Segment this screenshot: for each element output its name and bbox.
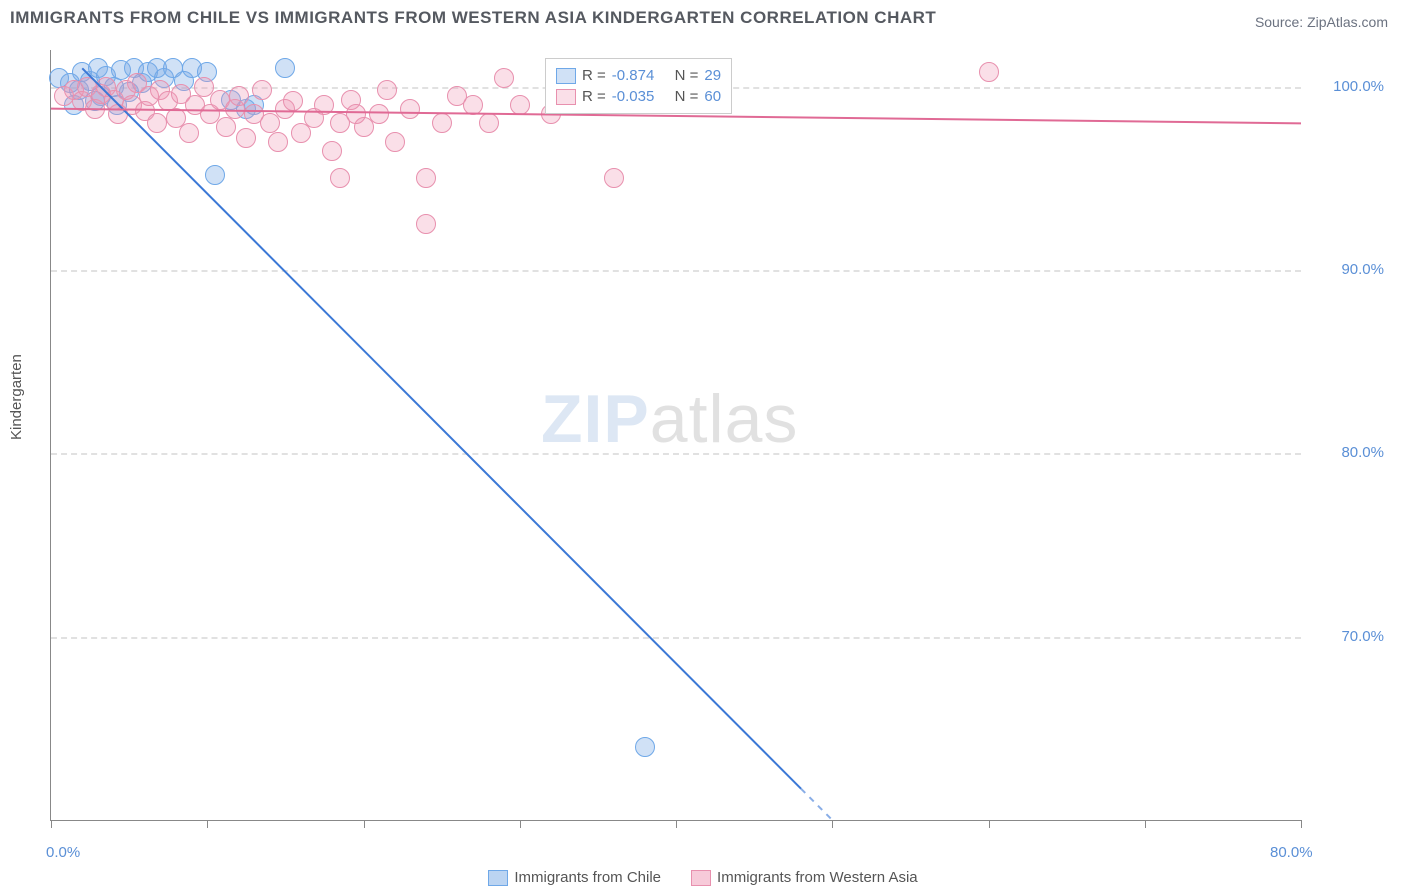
correlation-legend: R = -0.874 N = 29R = -0.035 N = 60 [545, 58, 732, 114]
scatter-point [229, 86, 249, 106]
scatter-point [268, 132, 288, 152]
gridline [51, 270, 1301, 272]
scatter-point [236, 128, 256, 148]
watermark-zip: ZIP [541, 381, 650, 457]
scatter-point [385, 132, 405, 152]
scatter-point [346, 104, 366, 124]
scatter-plot-area: ZIPatlas [50, 50, 1301, 821]
scatter-point [260, 113, 280, 133]
x-tick [1301, 820, 1302, 828]
legend-row: R = -0.874 N = 29 [556, 65, 721, 86]
scatter-point [432, 113, 452, 133]
scatter-point [252, 80, 272, 100]
x-tick [676, 820, 677, 828]
regression-lines-layer [51, 50, 1301, 820]
gridline [51, 637, 1301, 639]
scatter-point [275, 58, 295, 78]
scatter-point [416, 168, 436, 188]
scatter-point [979, 62, 999, 82]
x-tick [520, 820, 521, 828]
x-tick [51, 820, 52, 828]
x-tick [364, 820, 365, 828]
scatter-point [205, 165, 225, 185]
x-tick [832, 820, 833, 828]
x-tick [989, 820, 990, 828]
scatter-point [479, 113, 499, 133]
scatter-point [400, 99, 420, 119]
scatter-point [314, 95, 334, 115]
y-tick-label: 80.0% [1314, 444, 1384, 461]
y-tick-label: 70.0% [1314, 628, 1384, 645]
source-attribution: Source: ZipAtlas.com [1255, 14, 1388, 30]
legend-row: R = -0.035 N = 60 [556, 86, 721, 107]
gridline [51, 453, 1301, 455]
scatter-point [216, 117, 236, 137]
scatter-point [322, 141, 342, 161]
scatter-point [147, 113, 167, 133]
x-tick-label-right: 80.0% [1270, 844, 1313, 861]
scatter-point [447, 86, 467, 106]
scatter-point [330, 168, 350, 188]
scatter-point [494, 68, 514, 88]
scatter-point [416, 214, 436, 234]
scatter-point [283, 91, 303, 111]
scatter-point [635, 737, 655, 757]
watermark-atlas: atlas [650, 381, 799, 457]
y-tick-label: 90.0% [1314, 261, 1384, 278]
scatter-point [377, 80, 397, 100]
y-tick-label: 100.0% [1314, 78, 1384, 95]
legend-item: Immigrants from Chile [488, 869, 661, 886]
scatter-point [604, 168, 624, 188]
scatter-point [510, 95, 530, 115]
scatter-point [369, 104, 389, 124]
series-legend: Immigrants from Chile Immigrants from Wes… [0, 869, 1406, 886]
watermark: ZIPatlas [541, 380, 798, 458]
x-tick-label-left: 0.0% [46, 844, 80, 861]
scatter-point [179, 123, 199, 143]
y-axis-label: Kindergarten [8, 354, 25, 440]
x-tick [1145, 820, 1146, 828]
legend-item: Immigrants from Western Asia [691, 869, 918, 886]
x-tick [207, 820, 208, 828]
chart-title: IMMIGRANTS FROM CHILE VS IMMIGRANTS FROM… [10, 8, 936, 28]
